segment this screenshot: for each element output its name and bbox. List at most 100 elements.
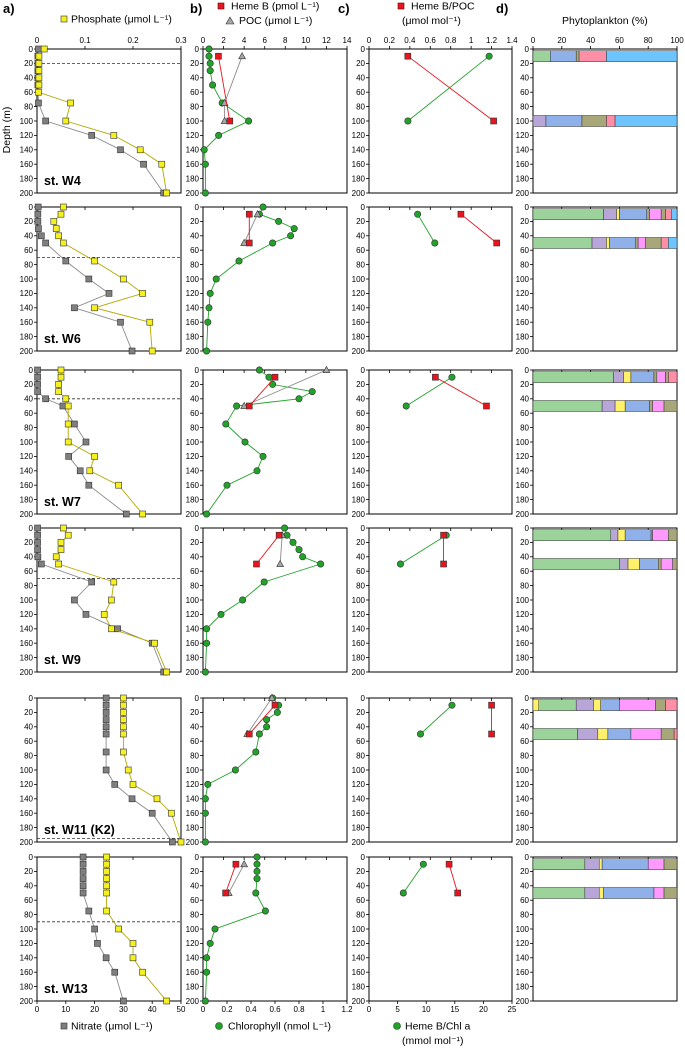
chlorophyll-point — [203, 625, 211, 633]
heme-b-poc-axis-tick-label: 0.8 — [445, 36, 457, 45]
chlorophyll-point — [308, 388, 316, 396]
nitrate-axis-tick-label: 0 — [35, 1005, 40, 1014]
nitrate-point — [122, 510, 130, 518]
chlorophyll-point — [261, 907, 269, 915]
legend-heme-b-chl-label-2: (mmol mol⁻¹) — [402, 1035, 464, 1047]
chlorophyll-point — [260, 578, 268, 586]
depth-tick-label: 120 — [20, 452, 34, 461]
nitrate-point — [34, 546, 41, 553]
depth-tick-label: 40 — [520, 553, 529, 562]
depth-tick-label: 0 — [361, 203, 366, 212]
depth-tick-label: 120 — [20, 610, 34, 619]
legend-heme-b-chl-label-1: Heme B/Chl a — [405, 1021, 471, 1033]
legend-poc: POC (μmol L⁻¹) — [225, 15, 312, 27]
phosphate-point — [115, 481, 122, 489]
heme-b-chl-point — [431, 239, 439, 247]
depth-tick-label: 120 — [186, 452, 200, 461]
heme-b-poc-axis-tick-label: 0.6 — [425, 36, 437, 45]
depth-tick-label: 40 — [356, 74, 365, 83]
phosphate-axis-tick-label: 0.2 — [127, 36, 139, 45]
phyto-bar-segment — [613, 371, 624, 383]
nitrate-point — [34, 381, 41, 388]
phyto-bar-segment — [532, 529, 612, 541]
heme-b-chl-line — [405, 376, 453, 407]
depth-tick-label: 120 — [186, 780, 200, 789]
depth-tick-label: 200 — [516, 838, 530, 847]
poc-point — [238, 51, 246, 60]
depth-tick-label: 160 — [20, 481, 34, 490]
phosphate-point — [35, 60, 43, 67]
phyto-bar-segment — [532, 371, 614, 383]
nitrate-axis-tick-label: 40 — [148, 1005, 157, 1014]
nitrate-axis-tick-label: 20 — [90, 1005, 99, 1014]
depth-tick-label: 40 — [520, 882, 529, 891]
poc-line — [279, 535, 283, 565]
heme-b-chl-line — [400, 534, 447, 565]
nitrate-point — [94, 940, 101, 947]
depth-tick-label: 0 — [525, 366, 530, 375]
phyto-bar-segment — [532, 699, 540, 711]
legend-phosphate-marker — [60, 15, 68, 23]
phyto-bar-segment — [532, 208, 604, 220]
heme-b-poc-axis-tick-label: 1.4 — [506, 36, 518, 45]
heme-b-poc-point — [454, 889, 461, 897]
depth-tick-label: 180 — [186, 653, 200, 662]
nitrate-line — [105, 698, 173, 843]
nitrate-axis-tick-label: 50 — [177, 1005, 186, 1014]
depth-tick-label: 20 — [356, 59, 365, 68]
nitrate-point — [35, 225, 42, 232]
depth-tick-label: 60 — [190, 88, 199, 97]
depth-tick-label: 100 — [516, 438, 530, 447]
depth-tick-label: 180 — [20, 174, 34, 183]
phosphate-point — [124, 766, 132, 774]
depth-tick-label: 200 — [352, 668, 366, 677]
phosphate-point — [177, 838, 185, 846]
phyto-bar-segment — [581, 115, 607, 127]
phyto-bar-segment — [649, 208, 662, 220]
depth-tick-label: 80 — [24, 260, 33, 269]
heme-b-poc-point — [490, 117, 497, 125]
depth-tick-label: 120 — [186, 131, 200, 140]
depth-tick-label: 0 — [195, 853, 200, 862]
phyto-bar-segment — [598, 858, 603, 870]
depth-tick-label: 140 — [186, 304, 200, 313]
depth-tick-label: 40 — [190, 723, 199, 732]
phosphate-point — [110, 132, 118, 139]
phyto-bar-segment — [545, 115, 583, 127]
depth-tick-label: 0 — [525, 853, 530, 862]
heme-b-chl-point — [485, 52, 493, 60]
heme-b-line — [256, 534, 280, 565]
chlorophyll-point — [290, 225, 298, 233]
depth-tick-label: 0 — [195, 45, 200, 54]
depth-tick-label: 60 — [24, 246, 33, 255]
station-0-group: 0204060801001201401601802000204060801001… — [20, 36, 685, 198]
station-3-group: 0204060801001201401601802000204060801001… — [20, 524, 678, 677]
phosphate-point — [108, 596, 115, 604]
depth-tick-label: 140 — [20, 467, 34, 476]
chlorophyll-point — [201, 160, 209, 168]
depth-tick-label: 180 — [186, 982, 200, 991]
phosphate-point — [120, 275, 127, 283]
depth-tick-label: 20 — [520, 538, 529, 547]
heme-b-point — [245, 402, 253, 410]
legend-heme-b-poc-label-1: Heme B/POC — [411, 1, 475, 13]
depth-tick-label: 60 — [356, 409, 365, 418]
chlorophyll-point — [215, 131, 223, 139]
depth-tick-label: 160 — [186, 481, 200, 490]
heme-b-poc-line — [407, 55, 494, 122]
panel-letter-b: b) — [190, 1, 202, 16]
depth-tick-label: 60 — [356, 737, 365, 746]
nitrate-point — [111, 781, 119, 788]
depth-tick-label: 140 — [516, 625, 530, 634]
depth-tick-label: 180 — [352, 332, 366, 341]
depth-tick-label: 120 — [352, 939, 366, 948]
phyto-axis-tick-label: 80 — [644, 36, 653, 45]
poc-point — [322, 365, 331, 373]
phyto-bar-segment — [614, 400, 626, 412]
depth-tick-label: 60 — [24, 88, 33, 97]
legend-heme-b-poc-label-2: (μmol mol⁻¹) — [402, 15, 461, 27]
station-label: st. W9 — [44, 653, 81, 667]
heme-b-chl-axis-tick-label: 5 — [395, 1005, 400, 1014]
depth-tick-label: 200 — [20, 189, 34, 198]
phosphate-point — [115, 925, 122, 933]
